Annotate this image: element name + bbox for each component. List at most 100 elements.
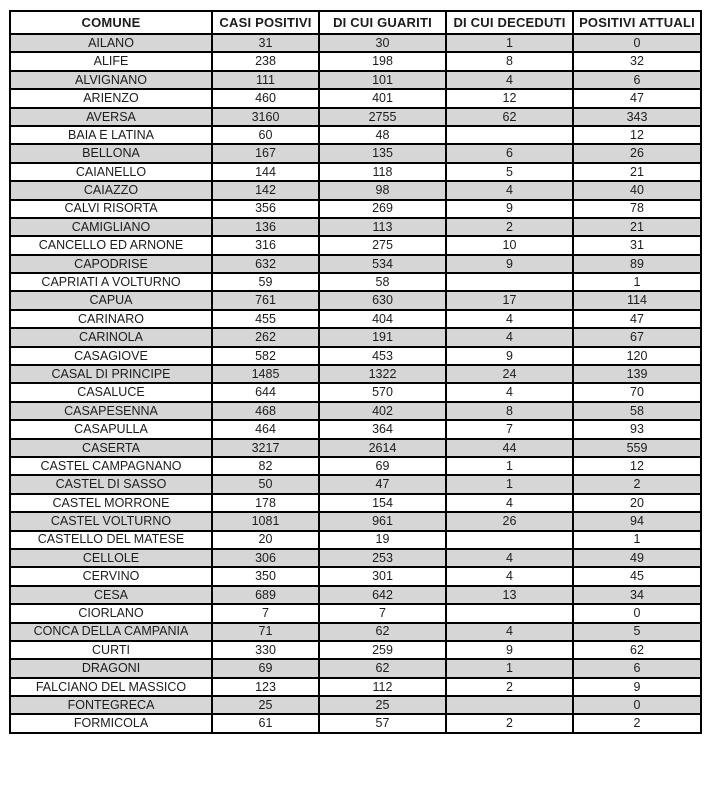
di-cui-deceduti-cell: 2 [445,713,574,734]
positivi-attuali-cell: 45 [572,566,702,587]
di-cui-deceduti-cell [445,695,574,716]
comune-cell: AILANO [9,32,213,54]
comune-cell: ALIFE [9,51,213,72]
casi-positivi-cell: 350 [211,566,320,587]
table-row: CAPRIATI A VOLTURNO 59 58 1 [9,272,702,293]
comune-cell: CASAGIOVE [9,345,213,367]
comune-cell: CASTEL CAMPAGNANO [9,455,213,477]
casi-positivi-cell: 632 [211,253,320,275]
di-cui-deceduti-cell: 62 [445,106,574,127]
comune-cell: CERVINO [9,566,213,587]
table-body: AILANO 31 30 1 0 ALIFE 238 198 8 32 ALVIGNANO 111 10… [9,32,702,734]
table-row: CARINOLA 262 191 4 67 [9,327,702,348]
table-row: CAPUA 761 630 17 114 [9,290,702,311]
casi-positivi-cell: 689 [211,584,320,606]
comune-cell: CESA [9,584,213,606]
comune-cell: CASAPESENNA [9,400,213,422]
table-row: CASTELLO DEL MATESE 20 19 1 [9,529,702,550]
casi-positivi-cell: 144 [211,161,320,183]
table-row: CERVINO 350 301 4 45 [9,566,702,587]
casi-positivi-cell: 761 [211,290,320,311]
column-header-comune: COMUNE [9,10,213,35]
di-cui-guariti-cell: 961 [318,511,447,532]
table-row: CASTEL DI SASSO 50 47 1 2 [9,474,702,495]
positivi-attuali-cell: 20 [572,492,702,514]
positivi-attuali-cell: 6 [572,658,702,679]
di-cui-deceduti-cell: 4 [445,382,574,403]
table-row: FALCIANO DEL MASSICO 123 112 2 9 [9,676,702,698]
positivi-attuali-cell: 78 [572,198,702,219]
comune-cell: CONCA DELLA CAMPANIA [9,621,213,642]
di-cui-deceduti-cell: 44 [445,437,574,459]
di-cui-deceduti-cell: 4 [445,327,574,348]
di-cui-deceduti-cell: 4 [445,69,574,91]
table-row: CASTEL MORRONE 178 154 4 20 [9,492,702,514]
positivi-attuali-cell: 559 [572,437,702,459]
positivi-attuali-cell: 47 [572,308,702,330]
casi-positivi-cell: 82 [211,455,320,477]
positivi-attuali-cell: 31 [572,235,702,256]
casi-positivi-cell: 25 [211,695,320,716]
casi-positivi-cell: 31 [211,32,320,54]
positivi-attuali-cell: 343 [572,106,702,127]
positivi-attuali-cell: 1 [572,272,702,293]
positivi-attuali-cell: 94 [572,511,702,532]
casi-positivi-cell: 330 [211,639,320,661]
table-row: CAMIGLIANO 136 113 2 21 [9,216,702,238]
table-row: CURTI 330 259 9 62 [9,639,702,661]
casi-positivi-cell: 69 [211,658,320,679]
column-header-di-cui-deceduti: DI CUI DECEDUTI [445,10,574,35]
comune-cell: BAIA E LATINA [9,124,213,146]
column-header-casi-positivi: CASI POSITIVI [211,10,320,35]
di-cui-deceduti-cell: 1 [445,658,574,679]
casi-positivi-cell: 1081 [211,511,320,532]
comune-cell: CAPRIATI A VOLTURNO [9,272,213,293]
positivi-attuali-cell: 139 [572,364,702,385]
comune-cell: CASTELLO DEL MATESE [9,529,213,550]
positivi-attuali-cell: 9 [572,676,702,698]
comune-cell: CASTEL DI SASSO [9,474,213,495]
comune-cell: CARINOLA [9,327,213,348]
di-cui-deceduti-cell: 12 [445,88,574,109]
di-cui-guariti-cell: 198 [318,51,447,72]
di-cui-deceduti-cell: 4 [445,621,574,642]
di-cui-deceduti-cell [445,529,574,550]
di-cui-guariti-cell: 253 [318,547,447,569]
comune-cell: FONTEGRECA [9,695,213,716]
di-cui-guariti-cell: 47 [318,474,447,495]
positivi-attuali-cell: 26 [572,143,702,164]
positivi-attuali-cell: 21 [572,216,702,238]
di-cui-deceduti-cell: 2 [445,216,574,238]
di-cui-guariti-cell: 19 [318,529,447,550]
di-cui-guariti-cell: 118 [318,161,447,183]
table-row: BELLONA 167 135 6 26 [9,143,702,164]
comune-cell: BELLONA [9,143,213,164]
table-row: DRAGONI 69 62 1 6 [9,658,702,679]
di-cui-guariti-cell: 404 [318,308,447,330]
di-cui-guariti-cell: 58 [318,272,447,293]
positivi-attuali-cell: 70 [572,382,702,403]
casi-positivi-cell: 644 [211,382,320,403]
table-header: COMUNE CASI POSITIVI DI CUI GUARITI DI C… [9,10,702,35]
table-row: CONCA DELLA CAMPANIA 71 62 4 5 [9,621,702,642]
table-row: ALVIGNANO 111 101 4 6 [9,69,702,91]
table-row: CARINARO 455 404 4 47 [9,308,702,330]
casi-positivi-cell: 60 [211,124,320,146]
positivi-attuali-cell: 0 [572,32,702,54]
di-cui-guariti-cell: 25 [318,695,447,716]
comune-cell: DRAGONI [9,658,213,679]
casi-positivi-cell: 111 [211,69,320,91]
table-row: AVERSA 3160 2755 62 343 [9,106,702,127]
di-cui-guariti-cell: 62 [318,621,447,642]
di-cui-guariti-cell: 269 [318,198,447,219]
di-cui-deceduti-cell: 8 [445,400,574,422]
positivi-attuali-cell: 47 [572,88,702,109]
di-cui-deceduti-cell: 1 [445,455,574,477]
table-row: CIORLANO 7 7 0 [9,603,702,624]
di-cui-guariti-cell: 30 [318,32,447,54]
positivi-attuali-cell: 114 [572,290,702,311]
di-cui-deceduti-cell: 4 [445,547,574,569]
casi-positivi-cell: 50 [211,474,320,495]
di-cui-guariti-cell: 48 [318,124,447,146]
